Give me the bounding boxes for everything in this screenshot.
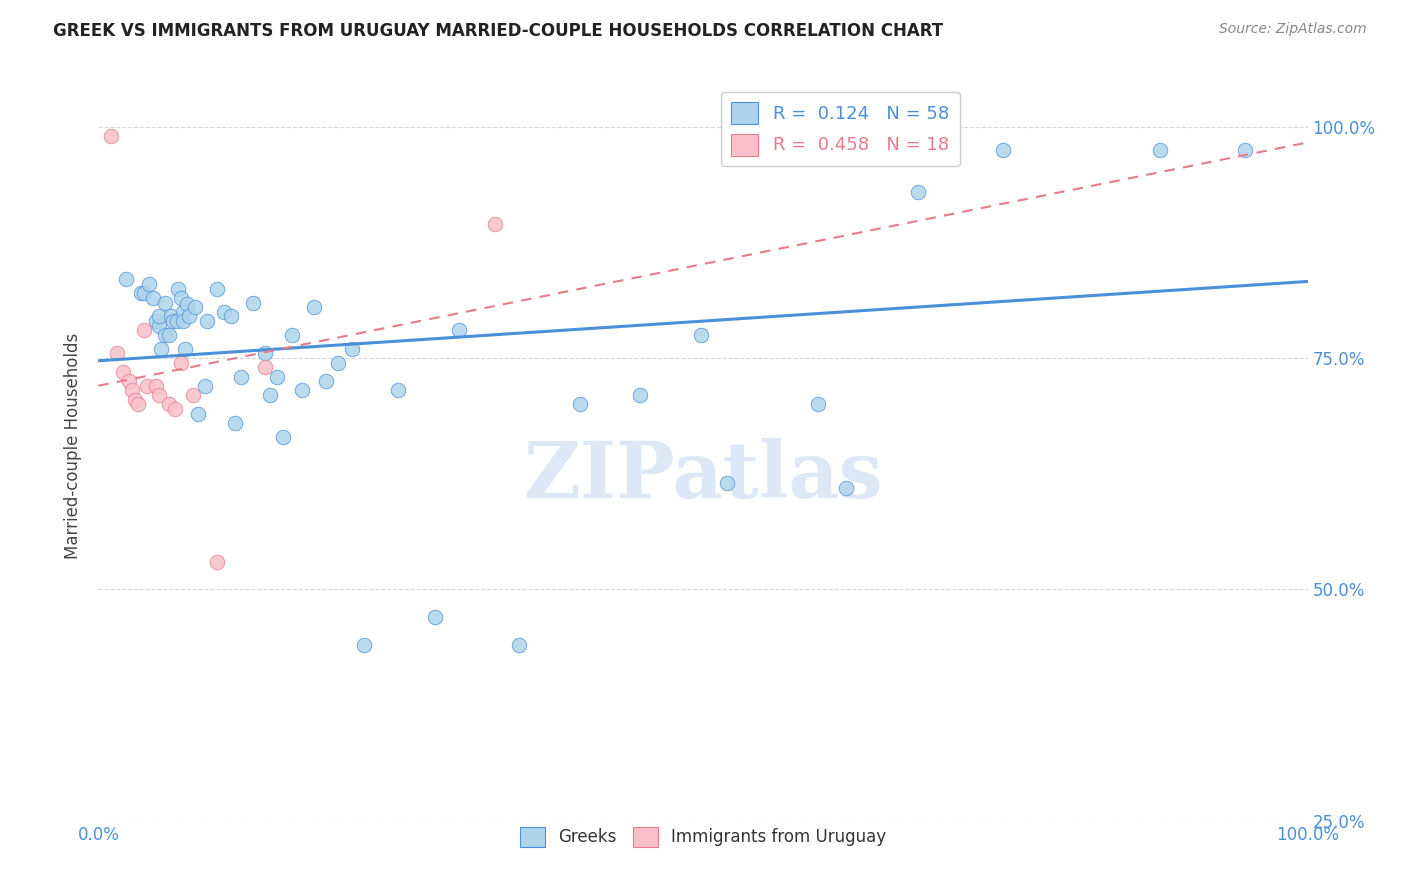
Point	[484, 217, 506, 231]
Point	[167, 282, 190, 296]
Point	[315, 374, 337, 388]
Point	[162, 314, 184, 328]
Point	[115, 272, 138, 286]
Point	[807, 397, 830, 411]
Point	[153, 295, 176, 310]
Point	[169, 291, 191, 305]
Point	[689, 328, 711, 343]
Point	[568, 397, 591, 411]
Point	[423, 610, 446, 624]
Point	[135, 379, 157, 393]
Point	[166, 314, 188, 328]
Point	[254, 346, 277, 360]
Text: ZIPatlas: ZIPatlas	[523, 438, 883, 514]
Point	[145, 379, 167, 393]
Point	[281, 328, 304, 343]
Point	[1149, 143, 1171, 157]
Point	[121, 384, 143, 398]
Point	[259, 388, 281, 402]
Point	[205, 282, 228, 296]
Point	[181, 388, 204, 402]
Point	[716, 475, 738, 490]
Point	[195, 314, 218, 328]
Point	[266, 369, 288, 384]
Point	[138, 277, 160, 292]
Point	[273, 430, 295, 444]
Point	[157, 328, 180, 343]
Point	[353, 638, 375, 652]
Point	[342, 342, 364, 356]
Point	[991, 143, 1014, 157]
Point	[134, 323, 156, 337]
Point	[1233, 143, 1256, 157]
Point	[157, 397, 180, 411]
Point	[184, 300, 207, 314]
Point	[124, 392, 146, 407]
Point	[302, 300, 325, 314]
Point	[229, 369, 252, 384]
Point	[145, 314, 167, 328]
Point	[127, 397, 149, 411]
Point	[224, 416, 246, 430]
Point	[212, 305, 235, 319]
Point	[254, 360, 277, 375]
Point	[134, 286, 156, 301]
Point	[907, 185, 929, 199]
Point	[118, 374, 141, 388]
Point	[179, 310, 201, 324]
Point	[172, 305, 194, 319]
Point	[176, 297, 198, 311]
Point	[934, 143, 956, 157]
Y-axis label: Married-couple Households: Married-couple Households	[65, 333, 83, 559]
Point	[153, 328, 176, 343]
Text: GREEK VS IMMIGRANTS FROM URUGUAY MARRIED-COUPLE HOUSEHOLDS CORRELATION CHART: GREEK VS IMMIGRANTS FROM URUGUAY MARRIED…	[53, 22, 943, 40]
Point	[508, 638, 530, 652]
Point	[628, 388, 651, 402]
Point	[111, 365, 134, 379]
Point	[834, 481, 856, 495]
Point	[387, 384, 409, 398]
Point	[242, 295, 264, 310]
Point	[174, 342, 197, 356]
Point	[150, 342, 173, 356]
Point	[194, 379, 217, 393]
Point	[169, 356, 191, 370]
Point	[187, 407, 209, 421]
Point	[163, 402, 186, 417]
Point	[290, 384, 312, 398]
Point	[148, 318, 170, 333]
Point	[205, 555, 228, 569]
Point	[148, 388, 170, 402]
Point	[172, 314, 194, 328]
Text: Source: ZipAtlas.com: Source: ZipAtlas.com	[1219, 22, 1367, 37]
Point	[221, 310, 243, 324]
Legend: Greeks, Immigrants from Uruguay: Greeks, Immigrants from Uruguay	[513, 820, 893, 854]
Point	[129, 286, 152, 301]
Point	[148, 310, 170, 324]
Point	[447, 323, 470, 337]
Point	[142, 291, 165, 305]
Point	[326, 356, 349, 370]
Point	[105, 346, 128, 360]
Point	[100, 129, 122, 144]
Point	[160, 310, 183, 324]
